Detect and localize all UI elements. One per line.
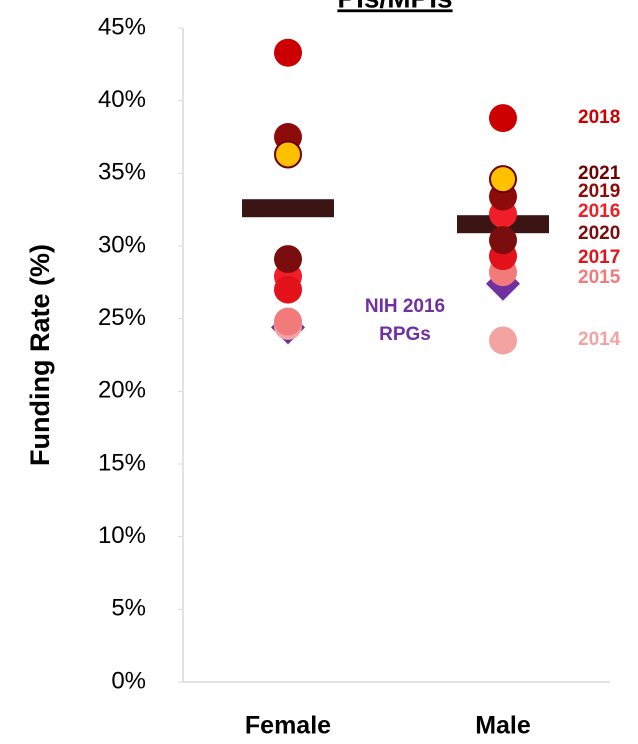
series-label: 2017 [578,247,620,268]
y-axis-label: Funding Rate (%) [25,244,55,466]
dot [274,275,302,304]
y-tick-label: 0% [111,667,146,694]
series-label: 2021 [578,163,621,184]
y-tick-label: 25% [98,304,146,331]
y-tick-label: 40% [98,86,146,113]
series-label: 2019 [578,181,620,202]
dot [489,326,517,355]
annotation: NIH 2016 [365,296,445,317]
y-tick-label: 20% [98,377,146,404]
series-label: 2014 [578,329,621,350]
y-tick-label: 10% [98,522,146,549]
series-label: 2016 [578,201,620,222]
dot [274,140,302,169]
series-label: 2015 [578,267,621,288]
y-tick-label: 15% [98,449,146,476]
annotation: RPGs [379,324,431,345]
y-tick-label: 5% [111,595,146,622]
series-label: 2018 [578,107,620,128]
y-tick-label: 35% [98,159,146,186]
dot [274,245,302,274]
dot [274,307,302,336]
dot [489,226,517,255]
dot [489,165,517,194]
series-label: 2020 [578,223,620,244]
dot [274,38,302,67]
x-tick-label: Female [245,712,331,740]
dot [489,104,517,133]
y-tick-label: 45% [98,13,146,40]
x-tick-label: Male [475,712,531,740]
chart-title: PIs/MPIs [337,0,452,13]
y-tick-label: 30% [98,231,146,258]
mean-bar [242,199,334,218]
